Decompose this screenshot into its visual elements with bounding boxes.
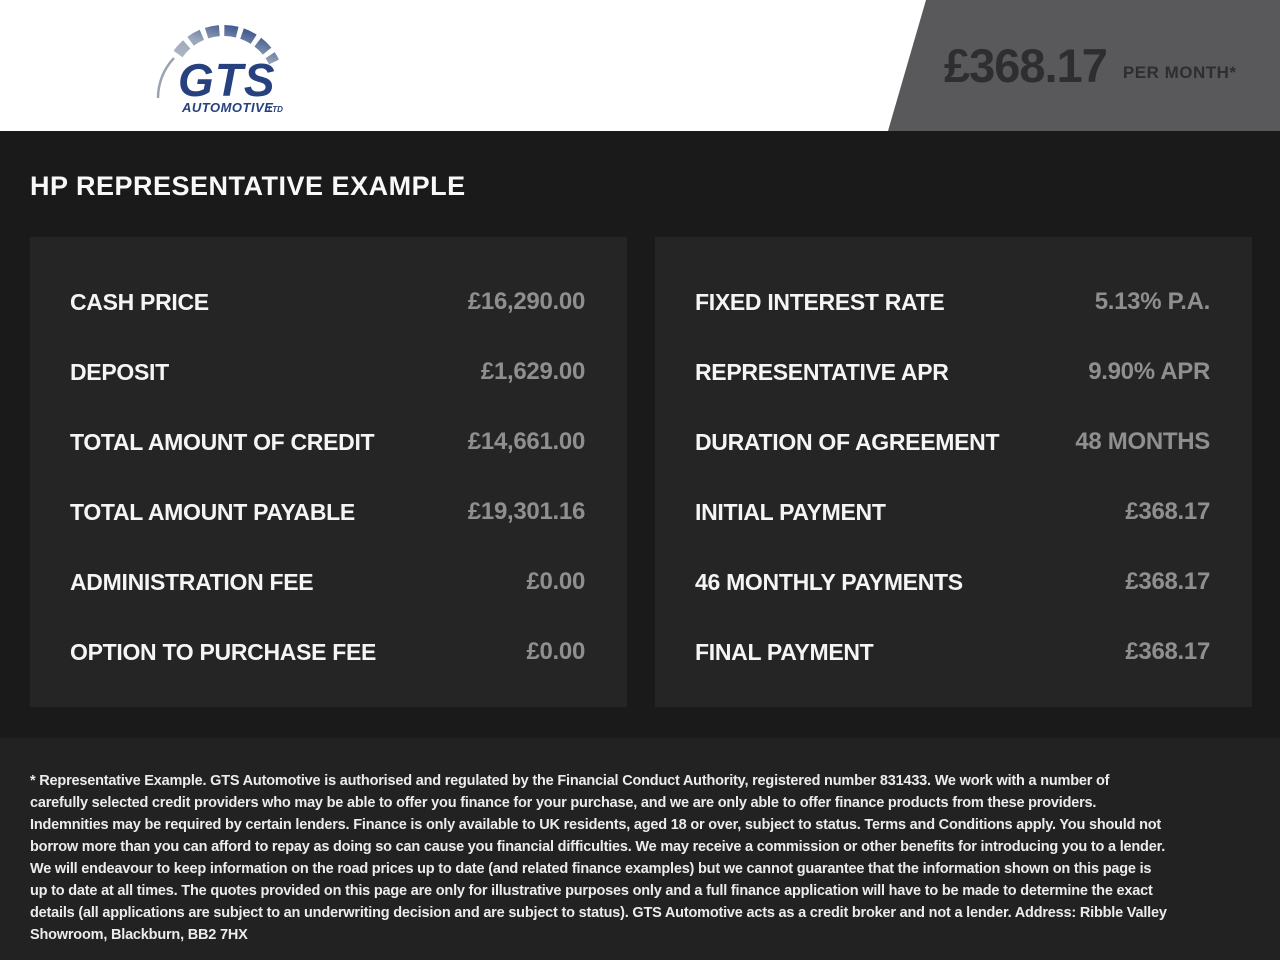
row-label: INITIAL PAYMENT — [695, 498, 886, 525]
main-section: HP REPRESENTATIVE EXAMPLE CASH PRICE £16… — [0, 131, 1280, 738]
table-row: FIXED INTEREST RATE 5.13% P.A. — [695, 267, 1210, 337]
gts-automotive-logo: GTS AUTOMOTIVE LTD — [152, 20, 292, 120]
per-month-label: PER MONTH* — [1122, 62, 1237, 82]
row-label: CASH PRICE — [70, 288, 209, 315]
table-row: TOTAL AMOUNT OF CREDIT £14,661.00 — [70, 407, 585, 477]
row-value: £368.17 — [1125, 638, 1210, 665]
table-row: DEPOSIT £1,629.00 — [70, 337, 585, 407]
row-value: £0.00 — [526, 568, 585, 595]
row-value: 48 MONTHS — [1075, 428, 1210, 455]
row-label: TOTAL AMOUNT PAYABLE — [70, 498, 355, 525]
speedometer-thin-arc — [156, 57, 175, 99]
table-row: 46 MONTHLY PAYMENTS £368.17 — [695, 547, 1210, 617]
row-label: TOTAL AMOUNT OF CREDIT — [70, 428, 375, 455]
row-label: DEPOSIT — [70, 358, 169, 385]
finance-terms-panel: FIXED INTEREST RATE 5.13% P.A. REPRESENT… — [655, 237, 1252, 707]
row-value: 9.90% APR — [1088, 358, 1210, 385]
monthly-price-banner: £368.17 PER MONTH* — [888, 0, 1280, 131]
footer-section: * Representative Example. GTS Automotive… — [0, 738, 1280, 960]
table-row: INITIAL PAYMENT £368.17 — [695, 477, 1210, 547]
row-label: REPRESENTATIVE APR — [695, 358, 949, 385]
speedometer-segments-icon — [173, 24, 279, 65]
row-value: £368.17 — [1125, 568, 1210, 595]
row-label: 46 MONTHLY PAYMENTS — [695, 568, 963, 595]
row-label: FINAL PAYMENT — [695, 638, 874, 665]
header: GTS AUTOMOTIVE LTD £368.17 PER MONTH* — [0, 0, 1280, 131]
finance-panels: CASH PRICE £16,290.00 DEPOSIT £1,629.00 … — [30, 237, 1253, 707]
table-row: TOTAL AMOUNT PAYABLE £19,301.16 — [70, 477, 585, 547]
price-details-panel: CASH PRICE £16,290.00 DEPOSIT £1,629.00 … — [30, 237, 627, 707]
table-row: FINAL PAYMENT £368.17 — [695, 617, 1210, 687]
logo-ltd-text: LTD — [268, 105, 283, 114]
row-value: £19,301.16 — [467, 498, 585, 525]
table-row: OPTION TO PURCHASE FEE £0.00 — [70, 617, 585, 687]
table-row: DURATION OF AGREEMENT 48 MONTHS — [695, 407, 1210, 477]
row-value: £16,290.00 — [467, 288, 585, 315]
row-value: £0.00 — [526, 638, 585, 665]
table-row: REPRESENTATIVE APR 9.90% APR — [695, 337, 1210, 407]
row-value: 5.13% P.A. — [1094, 288, 1211, 315]
logo-gts-text: GTS — [178, 54, 276, 106]
row-value: £1,629.00 — [480, 358, 585, 385]
row-value: £14,661.00 — [467, 428, 585, 455]
row-value: £368.17 — [1125, 498, 1210, 525]
table-row: ADMINISTRATION FEE £0.00 — [70, 547, 585, 617]
gts-logo-icon: GTS AUTOMOTIVE LTD — [156, 24, 283, 115]
table-row: CASH PRICE £16,290.00 — [70, 267, 585, 337]
monthly-price-amount: £368.17 — [944, 39, 1108, 92]
logo-automotive-text: AUTOMOTIVE — [181, 100, 273, 115]
row-label: DURATION OF AGREEMENT — [695, 428, 1000, 455]
row-label: OPTION TO PURCHASE FEE — [70, 638, 377, 665]
legal-disclaimer-text: * Representative Example. GTS Automotive… — [30, 773, 1167, 943]
page-title: HP REPRESENTATIVE EXAMPLE — [30, 171, 466, 201]
row-label: FIXED INTEREST RATE — [695, 288, 945, 315]
row-label: ADMINISTRATION FEE — [70, 568, 314, 595]
